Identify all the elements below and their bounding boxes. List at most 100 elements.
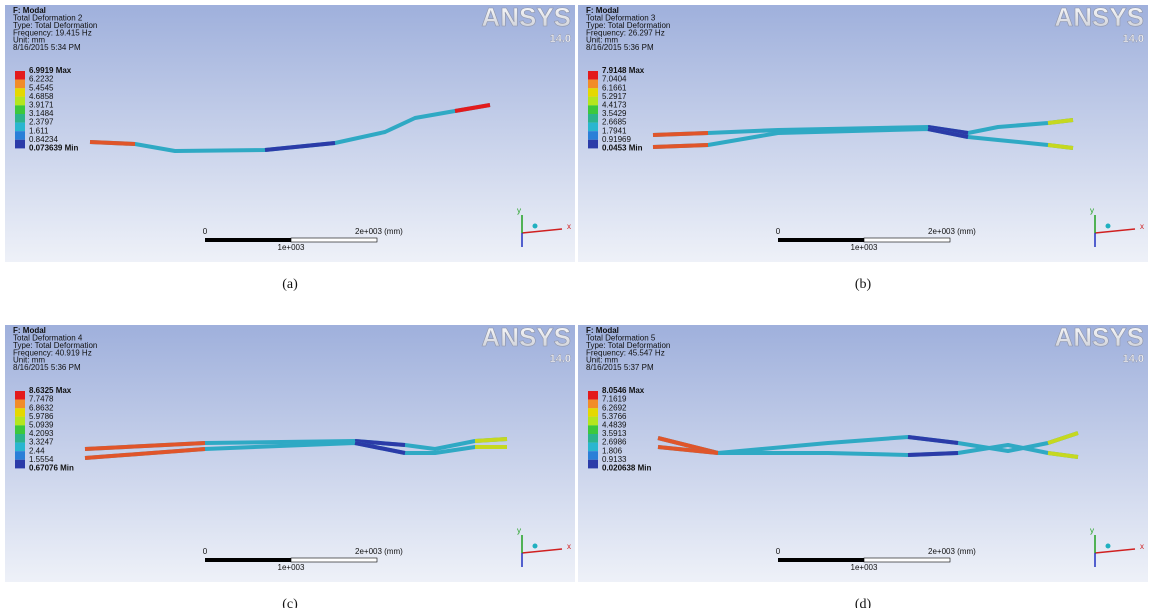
scale-mid: 1e+003	[851, 563, 878, 572]
triad-x-label: x	[1140, 542, 1144, 551]
header-line: 8/16/2015 5:34 PM	[13, 43, 81, 52]
legend-swatch	[15, 425, 25, 434]
scale-start: 0	[776, 227, 781, 236]
header-line: 8/16/2015 5:36 PM	[586, 43, 654, 52]
scale-bar-light	[864, 238, 950, 242]
legend-swatch	[588, 105, 598, 114]
panel: F: ModalTotal Deformation 2Type: Total D…	[5, 2, 575, 292]
beam-end	[653, 133, 708, 135]
scale-start: 0	[776, 547, 781, 556]
scale-end: 2e+003 (mm)	[928, 547, 976, 556]
scale-end: 2e+003 (mm)	[928, 227, 976, 236]
scale-start: 0	[203, 547, 208, 556]
logo-name: ANSYS	[481, 322, 571, 352]
legend-swatch	[588, 400, 598, 409]
viewport-background	[5, 5, 575, 262]
legend-swatch	[15, 97, 25, 106]
header-line: 8/16/2015 5:37 PM	[586, 363, 654, 372]
beam-node	[908, 453, 958, 455]
triad-origin	[1106, 544, 1111, 549]
scale-bar-light	[291, 238, 377, 242]
legend-swatch	[588, 408, 598, 417]
legend-swatch	[15, 114, 25, 123]
beam-end	[653, 145, 708, 147]
legend-swatch	[15, 140, 25, 149]
legend-swatch	[588, 97, 598, 106]
logo-name: ANSYS	[1054, 322, 1144, 352]
legend-label: 0.020638 Min	[602, 464, 651, 473]
triad-x-label: x	[567, 542, 571, 551]
legend-swatch	[15, 400, 25, 409]
beam-end	[90, 142, 135, 144]
beam-end	[475, 439, 507, 441]
legend-swatch	[588, 131, 598, 140]
logo-version: 14.0	[1123, 33, 1144, 45]
legend-label: 0.073639 Min	[29, 144, 78, 153]
legend-swatch	[588, 140, 598, 149]
caption: (c)	[282, 597, 298, 608]
triad-y-label: y	[1090, 206, 1094, 215]
triad-origin	[533, 224, 538, 229]
header-line: 8/16/2015 5:36 PM	[13, 363, 81, 372]
caption: (b)	[855, 277, 872, 292]
legend-swatch	[588, 123, 598, 132]
triad-y-label: y	[517, 206, 521, 215]
legend-label: 0.67076 Min	[29, 464, 74, 473]
logo-name: ANSYS	[481, 2, 571, 32]
panel: F: ModalTotal Deformation 3Type: Total D…	[578, 2, 1148, 292]
legend-swatch	[588, 71, 598, 80]
legend-swatch	[15, 451, 25, 460]
triad-y-label: y	[517, 526, 521, 535]
scale-start: 0	[203, 227, 208, 236]
legend-swatch	[588, 391, 598, 400]
legend-swatch	[588, 434, 598, 443]
legend-swatch	[15, 391, 25, 400]
caption: (d)	[855, 597, 872, 608]
legend-swatch	[588, 425, 598, 434]
triad-origin	[1106, 224, 1111, 229]
logo-name: ANSYS	[1054, 2, 1144, 32]
legend-swatch	[588, 80, 598, 89]
figure: F: ModalTotal Deformation 2Type: Total D…	[0, 0, 1151, 608]
logo-version: 14.0	[1123, 353, 1144, 365]
scale-mid: 1e+003	[278, 563, 305, 572]
legend-swatch	[15, 80, 25, 89]
legend-swatch	[15, 443, 25, 452]
legend-swatch	[588, 443, 598, 452]
legend-swatch	[15, 123, 25, 132]
legend-swatch	[15, 434, 25, 443]
legend-swatch	[588, 417, 598, 426]
scale-mid: 1e+003	[851, 243, 878, 252]
legend-swatch	[15, 88, 25, 97]
triad-origin	[533, 544, 538, 549]
legend-swatch	[15, 417, 25, 426]
legend-swatch	[15, 460, 25, 469]
logo-version: 14.0	[550, 33, 571, 45]
scale-bar-dark	[205, 558, 291, 562]
scale-bar-dark	[778, 238, 864, 242]
legend-swatch	[15, 71, 25, 80]
legend-swatch	[588, 451, 598, 460]
triad-x-label: x	[567, 222, 571, 231]
triad-y-label: y	[1090, 526, 1094, 535]
logo-version: 14.0	[550, 353, 571, 365]
scale-bar-light	[864, 558, 950, 562]
scale-bar-dark	[205, 238, 291, 242]
caption: (a)	[282, 277, 298, 292]
scale-mid: 1e+003	[278, 243, 305, 252]
legend-swatch	[588, 88, 598, 97]
legend-swatch	[588, 114, 598, 123]
scale-end: 2e+003 (mm)	[355, 547, 403, 556]
legend-swatch	[588, 460, 598, 469]
legend-swatch	[15, 105, 25, 114]
triad-x-label: x	[1140, 222, 1144, 231]
viewport-background	[5, 325, 575, 582]
scale-end: 2e+003 (mm)	[355, 227, 403, 236]
legend-swatch	[15, 131, 25, 140]
panel: F: ModalTotal Deformation 5Type: Total D…	[578, 322, 1148, 608]
legend-swatch	[15, 408, 25, 417]
scale-bar-dark	[778, 558, 864, 562]
scale-bar-light	[291, 558, 377, 562]
legend-label: 0.0453 Min	[602, 144, 643, 153]
